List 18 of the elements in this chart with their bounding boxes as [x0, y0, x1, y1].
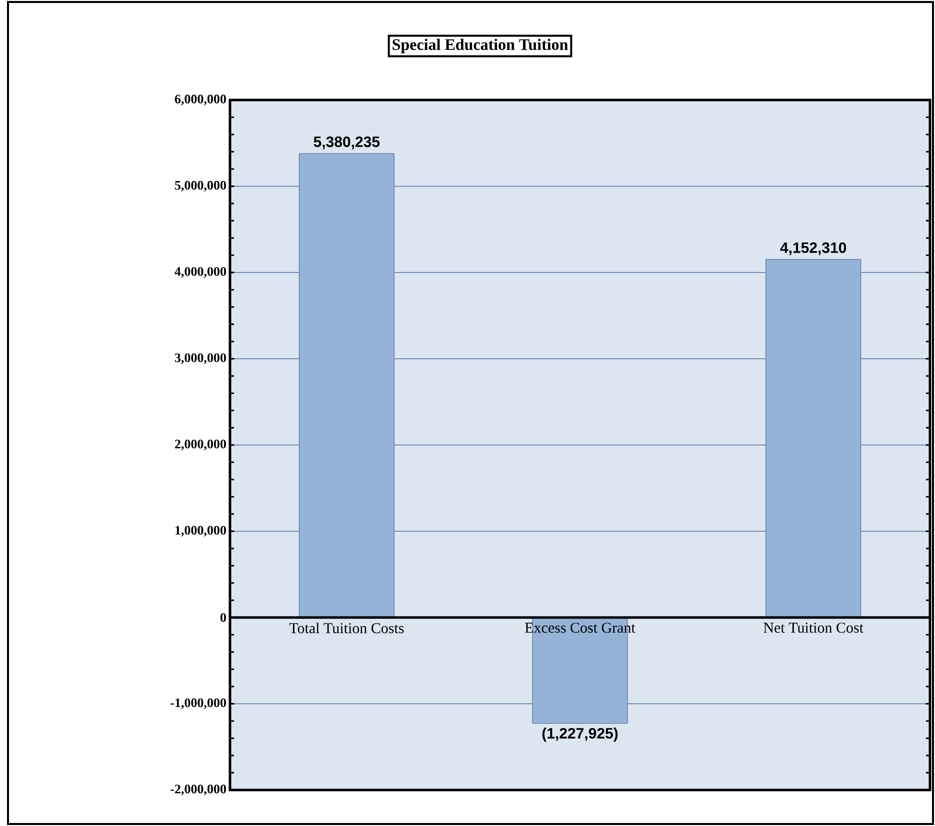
- y-tick-label: -2,000,000: [170, 784, 226, 796]
- x-tick-label: Total Tuition Costs: [289, 622, 404, 634]
- y-tick-label: 0: [220, 613, 226, 622]
- data-label: 5,380,235: [314, 136, 380, 150]
- y-tick-label: 5,000,000: [174, 180, 226, 192]
- chart-title: Special Education Tuition: [392, 38, 568, 54]
- x-tick-label: Excess Cost Grant: [525, 622, 636, 633]
- y-tick-label: 4,000,000: [174, 267, 226, 278]
- y-tick-label: 3,000,000: [174, 353, 226, 364]
- data-label: (1,227,925): [542, 728, 618, 742]
- y-tick-label: 6,000,000: [174, 94, 226, 106]
- bar: [766, 259, 862, 618]
- y-tick-label: 2,000,000: [175, 440, 226, 450]
- data-label: 4,152,310: [780, 242, 846, 256]
- y-tick-label: 1,000,000: [176, 526, 226, 537]
- x-tick-label: Net Tuition Cost: [764, 622, 864, 633]
- y-tick-label: -1,000,000: [170, 698, 226, 710]
- bar: [298, 153, 394, 618]
